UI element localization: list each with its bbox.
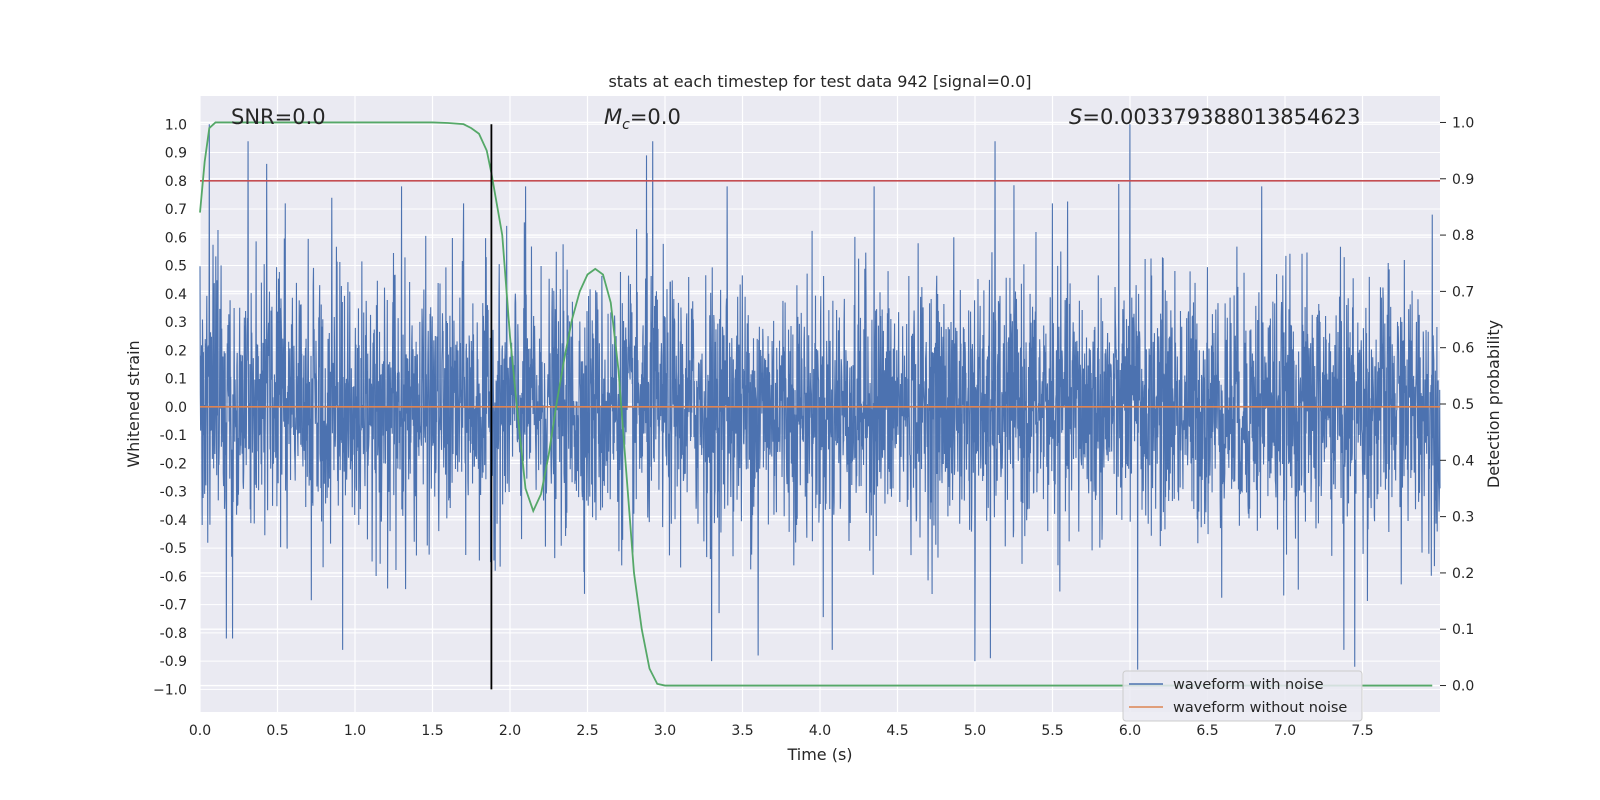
legend: waveform with noise waveform without noi…	[1122, 670, 1363, 722]
x-tick-label-13: 6.5	[1196, 723, 1218, 739]
mc-value: =0.0	[630, 105, 681, 129]
y-right-tick-label-0: 1.0	[1452, 115, 1474, 131]
noise-waveform-line	[199, 124, 1441, 670]
x-tick-label-15: 7.5	[1351, 723, 1373, 739]
x-tick-label-11: 5.5	[1041, 723, 1063, 739]
snr-annotation: SNR=0.0	[231, 105, 326, 129]
x-tick-label-1: 0.5	[266, 723, 288, 739]
y-right-tick-label-9: 0.1	[1452, 622, 1474, 638]
legend-box	[1122, 670, 1363, 722]
y-tick-label-4: 0.6	[165, 230, 187, 246]
y-tick-label-19: -0.9	[160, 654, 187, 670]
y-right-tick-label-7: 0.3	[1452, 510, 1474, 526]
y-right-tick-label-6: 0.4	[1452, 453, 1474, 469]
y-tick-label-12: -0.2	[160, 456, 187, 472]
s-value: =0.003379388013854623	[1082, 105, 1360, 129]
x-tick-label-8: 4.0	[809, 723, 831, 739]
x-tick-label-5: 2.5	[576, 723, 598, 739]
legend-label-clean: waveform without noise	[1173, 700, 1347, 716]
x-tick-label-10: 5.0	[964, 723, 986, 739]
y-tick-label-3: 0.7	[165, 202, 187, 218]
y-right-tick-label-10: 0.0	[1452, 679, 1474, 695]
y-tick-label-7: 0.3	[165, 315, 187, 331]
x-tick-label-0: 0.0	[189, 723, 211, 739]
x-tick-label-3: 1.5	[421, 723, 443, 739]
y-axis-ticks: 1.0 0.9 0.8 0.7 0.6 0.5 0.4 0.3 0.2 0.1 0.0 -0.1 -0.…	[153, 117, 187, 698]
x-tick-label-12: 6.0	[1119, 723, 1141, 739]
mc-symbol: M	[604, 105, 622, 129]
mc-annotation: Mc=0.0	[604, 105, 681, 133]
y-tick-label-11: -0.1	[160, 428, 187, 444]
y-tick-label-20: −1.0	[153, 682, 187, 698]
y-tick-label-13: -0.3	[160, 485, 187, 501]
chart-title: stats at each timestep for test data 942…	[608, 72, 1031, 91]
y-tick-label-17: -0.7	[160, 598, 187, 614]
overlays	[199, 121, 1440, 690]
y-tick-label-2: 0.8	[165, 174, 187, 190]
s-symbol: S	[1069, 105, 1082, 129]
series-waveform-with-noise	[199, 124, 1441, 670]
x-tick-label-9: 4.5	[886, 723, 908, 739]
y-tick-label-8: 0.2	[165, 343, 187, 359]
y-right-tick-label-3: 0.7	[1452, 284, 1474, 300]
y-right-axis-label: Detection probability	[1484, 320, 1503, 488]
y-right-tick-label-4: 0.6	[1452, 341, 1474, 357]
y-right-tick-label-2: 0.8	[1452, 228, 1474, 244]
detection-probability-line	[199, 121, 1433, 687]
y-tick-label-6: 0.4	[165, 287, 187, 303]
y-tick-label-15: -0.5	[160, 541, 187, 557]
y-right-tick-label-1: 0.9	[1452, 172, 1474, 188]
y-right-tick-label-5: 0.5	[1452, 397, 1474, 413]
y-tick-label-14: -0.4	[160, 513, 187, 529]
y-axis-label: Whitened strain	[124, 340, 143, 467]
y-right-tick-label-8: 0.2	[1452, 566, 1474, 582]
y-tick-label-9: 0.1	[165, 372, 187, 388]
x-tick-label-6: 3.0	[654, 723, 676, 739]
x-axis-label: Time (s)	[786, 745, 852, 764]
x-axis-ticks: 0.0 0.5 1.0 1.5 2.0 2.5 3.0 3.5 4.0 4.5 5.0 5.5 6.0 6…	[189, 723, 1374, 739]
mc-subscript: c	[622, 117, 630, 133]
x-tick-label-7: 3.5	[731, 723, 753, 739]
x-tick-label-2: 1.0	[344, 723, 366, 739]
y-tick-label-18: -0.8	[160, 626, 187, 642]
y-tick-label-0: 1.0	[165, 117, 187, 133]
y-right-axis-ticks: 1.0 0.9 0.8 0.7 0.6 0.5 0.4 0.3 0.2 0.1 0.0	[1440, 115, 1474, 695]
y-tick-label-1: 0.9	[165, 146, 187, 162]
y-tick-label-5: 0.5	[165, 259, 187, 275]
s-annotation: S=0.003379388013854623	[1069, 105, 1360, 129]
y-tick-label-16: -0.6	[160, 569, 187, 585]
y-tick-label-10: 0.0	[165, 400, 187, 416]
x-tick-label-14: 7.0	[1274, 723, 1296, 739]
legend-label-noise: waveform with noise	[1173, 677, 1324, 693]
x-tick-label-4: 2.0	[499, 723, 521, 739]
